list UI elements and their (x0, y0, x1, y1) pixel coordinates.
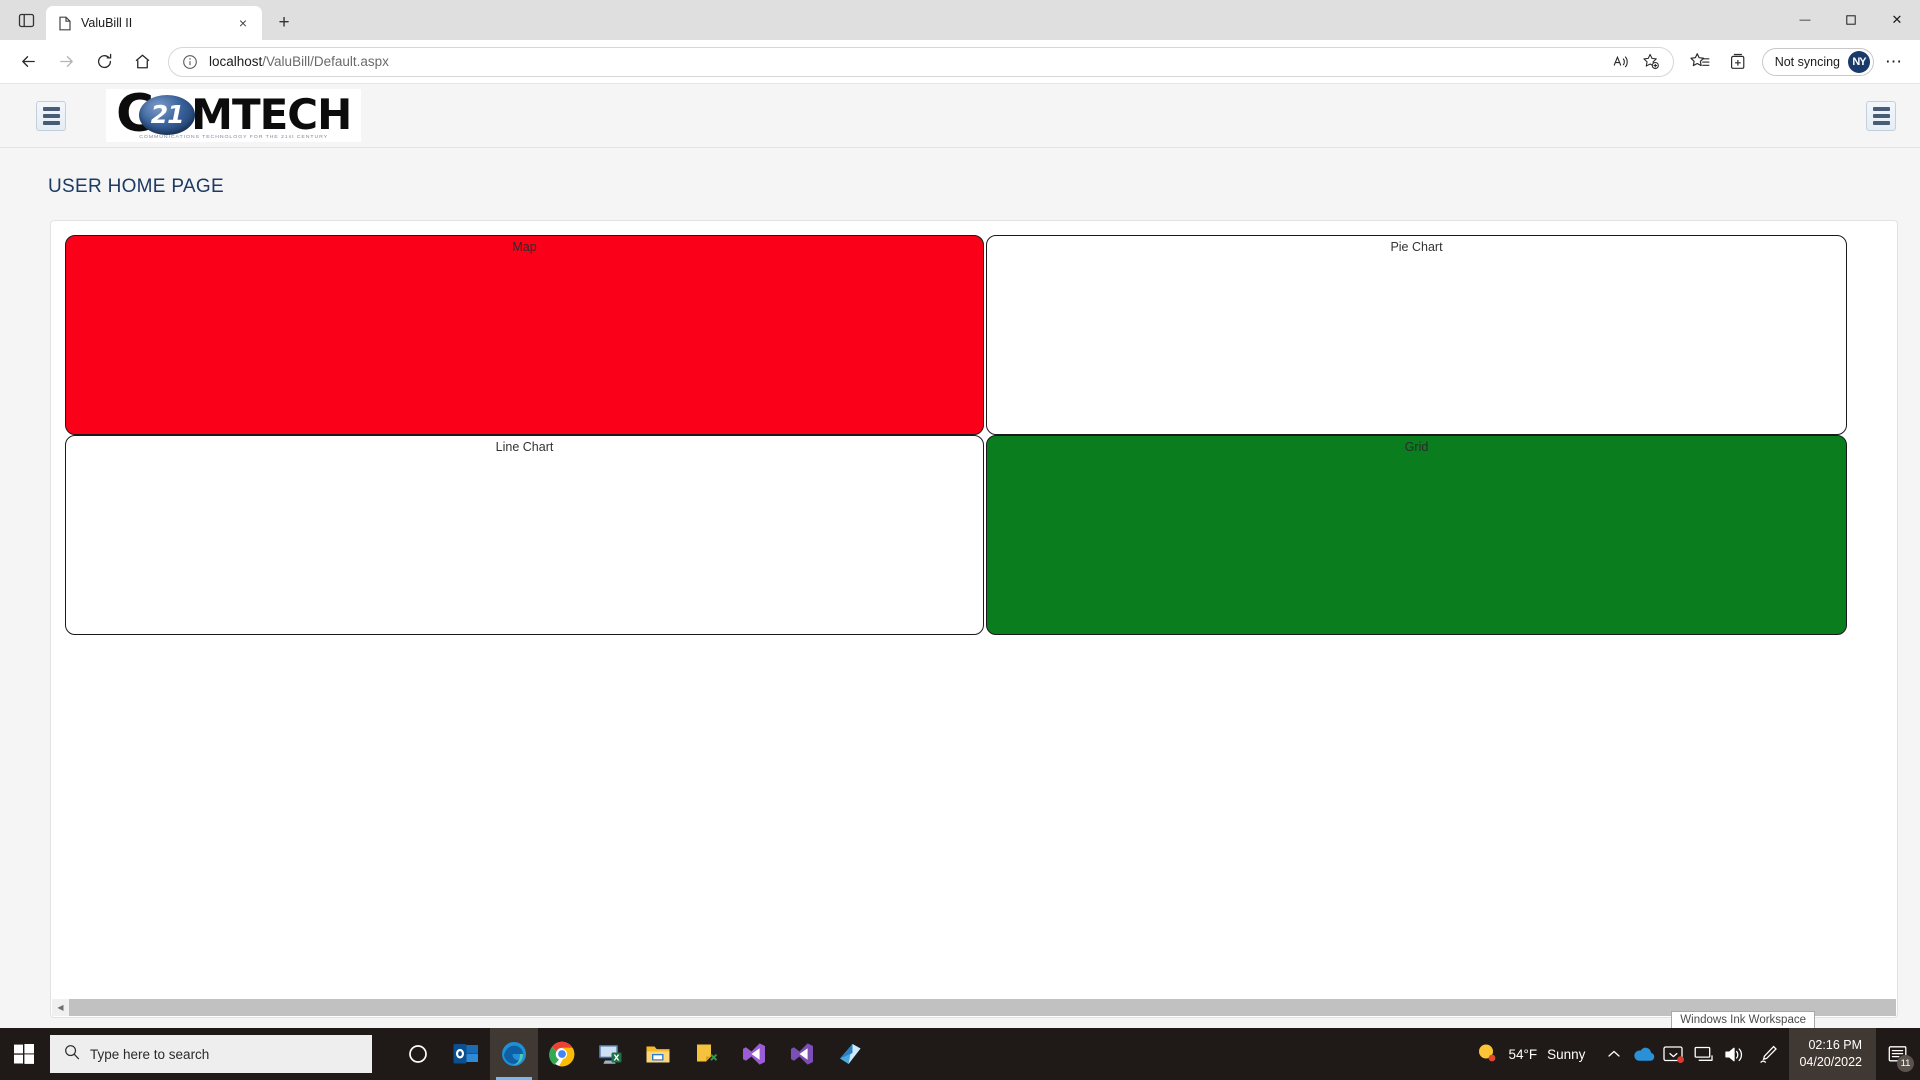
arrow-right-icon (48, 44, 84, 80)
tab-strip: ValuBill II × + — ✕ (0, 0, 1920, 40)
profile-sync-label: Not syncing (1774, 54, 1840, 69)
profile-button[interactable]: Not syncing NY (1761, 47, 1874, 76)
dashboard-grid: Map Pie Chart Line Chart Grid (65, 235, 1895, 635)
remote-desktop-icon[interactable]: X (586, 1028, 634, 1080)
maximize-button[interactable] (1828, 0, 1874, 40)
windows-taskbar: Type here to search (0, 1028, 1920, 1080)
onedrive-icon[interactable] (1629, 1028, 1659, 1080)
scroll-left-arrow[interactable]: ◀ (52, 999, 69, 1016)
scrollbar-thumb[interactable] (69, 999, 1896, 1016)
map-panel-label: Map (512, 240, 537, 254)
page-content: C 21 MTECH COMMUNICATIONS TECHNOLOGY FOR… (0, 84, 1920, 1028)
visual-studio-icon[interactable] (730, 1028, 778, 1080)
edge-icon[interactable] (490, 1028, 538, 1080)
grid-panel[interactable]: Grid (986, 435, 1847, 635)
ellipsis-icon[interactable]: ⋯ (1885, 51, 1903, 71)
address-bar-url[interactable]: localhost/ValuBill/Default.aspx (209, 54, 1597, 69)
star-plus-icon[interactable] (1637, 49, 1665, 75)
arrow-left-icon[interactable] (10, 44, 46, 80)
logo-wordmark: C 21 MTECH (116, 88, 352, 140)
weather-widget[interactable]: 54°F Sunny (1462, 1028, 1599, 1080)
horizontal-scrollbar[interactable]: ◀ (52, 999, 1896, 1016)
weather-condition: Sunny (1547, 1046, 1586, 1062)
ink-workspace-tooltip: Windows Ink Workspace (1671, 1011, 1815, 1028)
svg-text:X: X (613, 1053, 620, 1062)
logo-word: MTECH (191, 89, 352, 139)
volume-icon[interactable] (1719, 1028, 1749, 1080)
split-pane-icon[interactable] (6, 3, 46, 37)
comtech-logo: C 21 MTECH COMMUNICATIONS TECHNOLOGY FOR… (106, 88, 362, 142)
hamburger-icon[interactable] (36, 100, 66, 131)
read-aloud-icon[interactable] (1607, 49, 1635, 75)
search-placeholder-text: Type here to search (90, 1046, 210, 1062)
chrome-icon[interactable] (538, 1028, 586, 1080)
cortana-icon[interactable] (394, 1028, 442, 1080)
outlook-icon[interactable] (442, 1028, 490, 1080)
close-window-button[interactable]: ✕ (1891, 12, 1903, 27)
close-icon[interactable]: × (238, 15, 248, 31)
chevron-up-icon[interactable] (1599, 1028, 1629, 1080)
app-header: C 21 MTECH COMMUNICATIONS TECHNOLOGY FOR… (0, 84, 1920, 148)
line-chart-panel[interactable]: Line Chart (65, 435, 984, 635)
network-icon[interactable] (1689, 1028, 1719, 1080)
notification-count-badge: 11 (1897, 1055, 1914, 1072)
url-path: /ValuBill/Default.aspx (262, 54, 389, 69)
tab-title: ValuBill II (81, 16, 133, 30)
browser-window: ValuBill II × + — ✕ (0, 0, 1920, 1028)
address-bar-actions (1607, 49, 1665, 75)
scrollbar-track[interactable] (69, 999, 1896, 1016)
search-icon (64, 1044, 80, 1065)
browser-toolbar: localhost/ValuBill/Default.aspx (0, 40, 1920, 84)
taskbar-apps: X (394, 1028, 874, 1080)
clock[interactable]: 02:16 PM 04/20/2022 (1789, 1028, 1876, 1080)
pie-chart-panel-label: Pie Chart (1390, 240, 1443, 254)
minimize-button[interactable]: — (1799, 14, 1811, 26)
screen-capture-icon[interactable] (1659, 1028, 1689, 1080)
document-icon (57, 15, 73, 31)
favorites-list-icon[interactable] (1682, 44, 1718, 80)
pie-chart-panel[interactable]: Pie Chart (986, 235, 1847, 435)
logo-tagline: COMMUNICATIONS TECHNOLOGY FOR THE 21st C… (139, 134, 329, 140)
notifications-icon[interactable]: 11 (1876, 1028, 1920, 1080)
system-tray: 54°F Sunny (1462, 1028, 1920, 1080)
line-chart-panel-label: Line Chart (495, 440, 554, 454)
avatar: NY (1848, 50, 1870, 73)
page-title: USER HOME PAGE (48, 176, 224, 197)
sun-icon (1476, 1042, 1498, 1067)
collections-icon[interactable] (1720, 44, 1756, 80)
logo-21-badge: 21 (139, 94, 196, 135)
url-host: localhost (209, 54, 263, 69)
browser-tab[interactable]: ValuBill II × (46, 6, 262, 40)
new-tab-button[interactable]: + (278, 11, 290, 33)
home-icon[interactable] (124, 44, 160, 80)
window-controls: — ✕ (1782, 0, 1920, 40)
clock-time: 02:16 PM (1808, 1038, 1862, 1052)
info-circle-icon[interactable] (181, 54, 199, 70)
weather-temperature: 54°F (1508, 1046, 1538, 1062)
azure-data-studio-icon[interactable] (826, 1028, 874, 1080)
hamburger-icon-right[interactable] (1866, 100, 1896, 131)
dashboard-container: Map Pie Chart Line Chart Grid ◀ Windo (50, 220, 1898, 1028)
file-explorer-icon[interactable] (634, 1028, 682, 1080)
visual-studio-preview-icon[interactable] (778, 1028, 826, 1080)
windows-logo-icon[interactable] (0, 1028, 48, 1080)
address-bar[interactable]: localhost/ValuBill/Default.aspx (168, 46, 1674, 77)
pen-workspace-icon[interactable] (1749, 1028, 1789, 1080)
map-panel[interactable]: Map (65, 235, 984, 435)
sticky-notes-icon[interactable] (682, 1028, 730, 1080)
clock-date: 04/20/2022 (1799, 1055, 1862, 1069)
grid-panel-label: Grid (1404, 440, 1429, 454)
search-input[interactable]: Type here to search (50, 1035, 372, 1073)
reload-icon[interactable] (86, 44, 122, 80)
